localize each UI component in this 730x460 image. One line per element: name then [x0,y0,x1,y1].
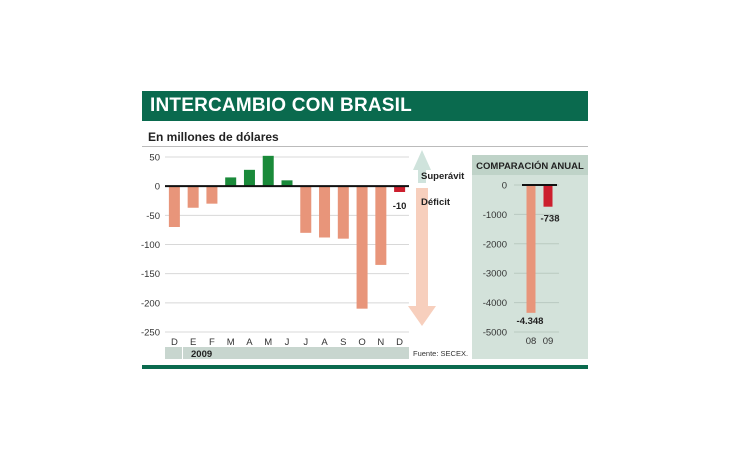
y-tick-label: -5000 [483,328,507,339]
chart-header: INTERCAMBIO CON BRASIL [142,91,588,121]
x-tick-label: J [285,337,290,348]
bar [206,186,218,204]
year-bar-cap [165,347,182,359]
y-tick-label: 0 [155,182,160,193]
x-tick-label: D [171,337,178,348]
bar [281,180,293,187]
y-tick-label: -2000 [483,239,507,250]
year-label: 2009 [191,349,212,360]
divider [142,146,588,147]
source-note: Fuente: SECEX. [413,349,468,358]
y-tick-label: -200 [141,298,160,309]
data-label: -10 [393,201,407,212]
y-tick-label: 0 [502,181,507,192]
bar [262,155,274,187]
bar [375,186,387,265]
y-tick-label: 50 [149,153,160,164]
y-tick-label: -3000 [483,269,507,280]
chart-subtitle: En millones de dólares [148,130,279,144]
surplus-arrow [413,150,431,183]
chart-title: INTERCAMBIO CON BRASIL [150,95,412,116]
data-label: -4.348 [517,316,544,327]
x-tick-label: J [303,337,308,348]
comparison-title: COMPARACIÓN ANUAL [476,160,584,172]
comparison-header [472,155,588,175]
bottom-rule [142,365,588,369]
x-tick-label: D [396,337,403,348]
bar [394,186,406,192]
x-tick-label: 08 [526,336,537,347]
x-tick-label: S [340,337,346,348]
deficit-arrow [408,188,436,326]
x-tick-label: 09 [543,336,554,347]
x-tick-label: N [377,337,384,348]
bar [243,169,255,187]
x-tick-label: M [264,337,272,348]
y-tick-label: -250 [141,328,160,339]
bar [526,185,536,313]
bar [225,177,237,187]
x-tick-label: F [209,337,215,348]
y-tick-label: -150 [141,269,160,280]
bar [337,186,349,239]
x-tick-label: O [358,337,365,348]
bar [168,186,180,227]
data-label: -738 [540,214,559,225]
x-tick-label: A [246,337,253,348]
legend-surplus: Superávit [421,171,465,182]
bar [319,186,331,238]
bar [187,186,199,208]
y-tick-label: -1000 [483,210,507,221]
x-tick-label: E [190,337,196,348]
y-tick-label: -100 [141,240,160,251]
year-bar [183,347,409,359]
bar [543,185,553,207]
bar [356,186,368,309]
y-tick-label: -50 [146,211,160,222]
bar [300,186,312,233]
y-tick-label: -4000 [483,298,507,309]
x-tick-label: A [321,337,328,348]
legend-deficit: Déficit [421,197,451,208]
x-tick-label: M [227,337,235,348]
